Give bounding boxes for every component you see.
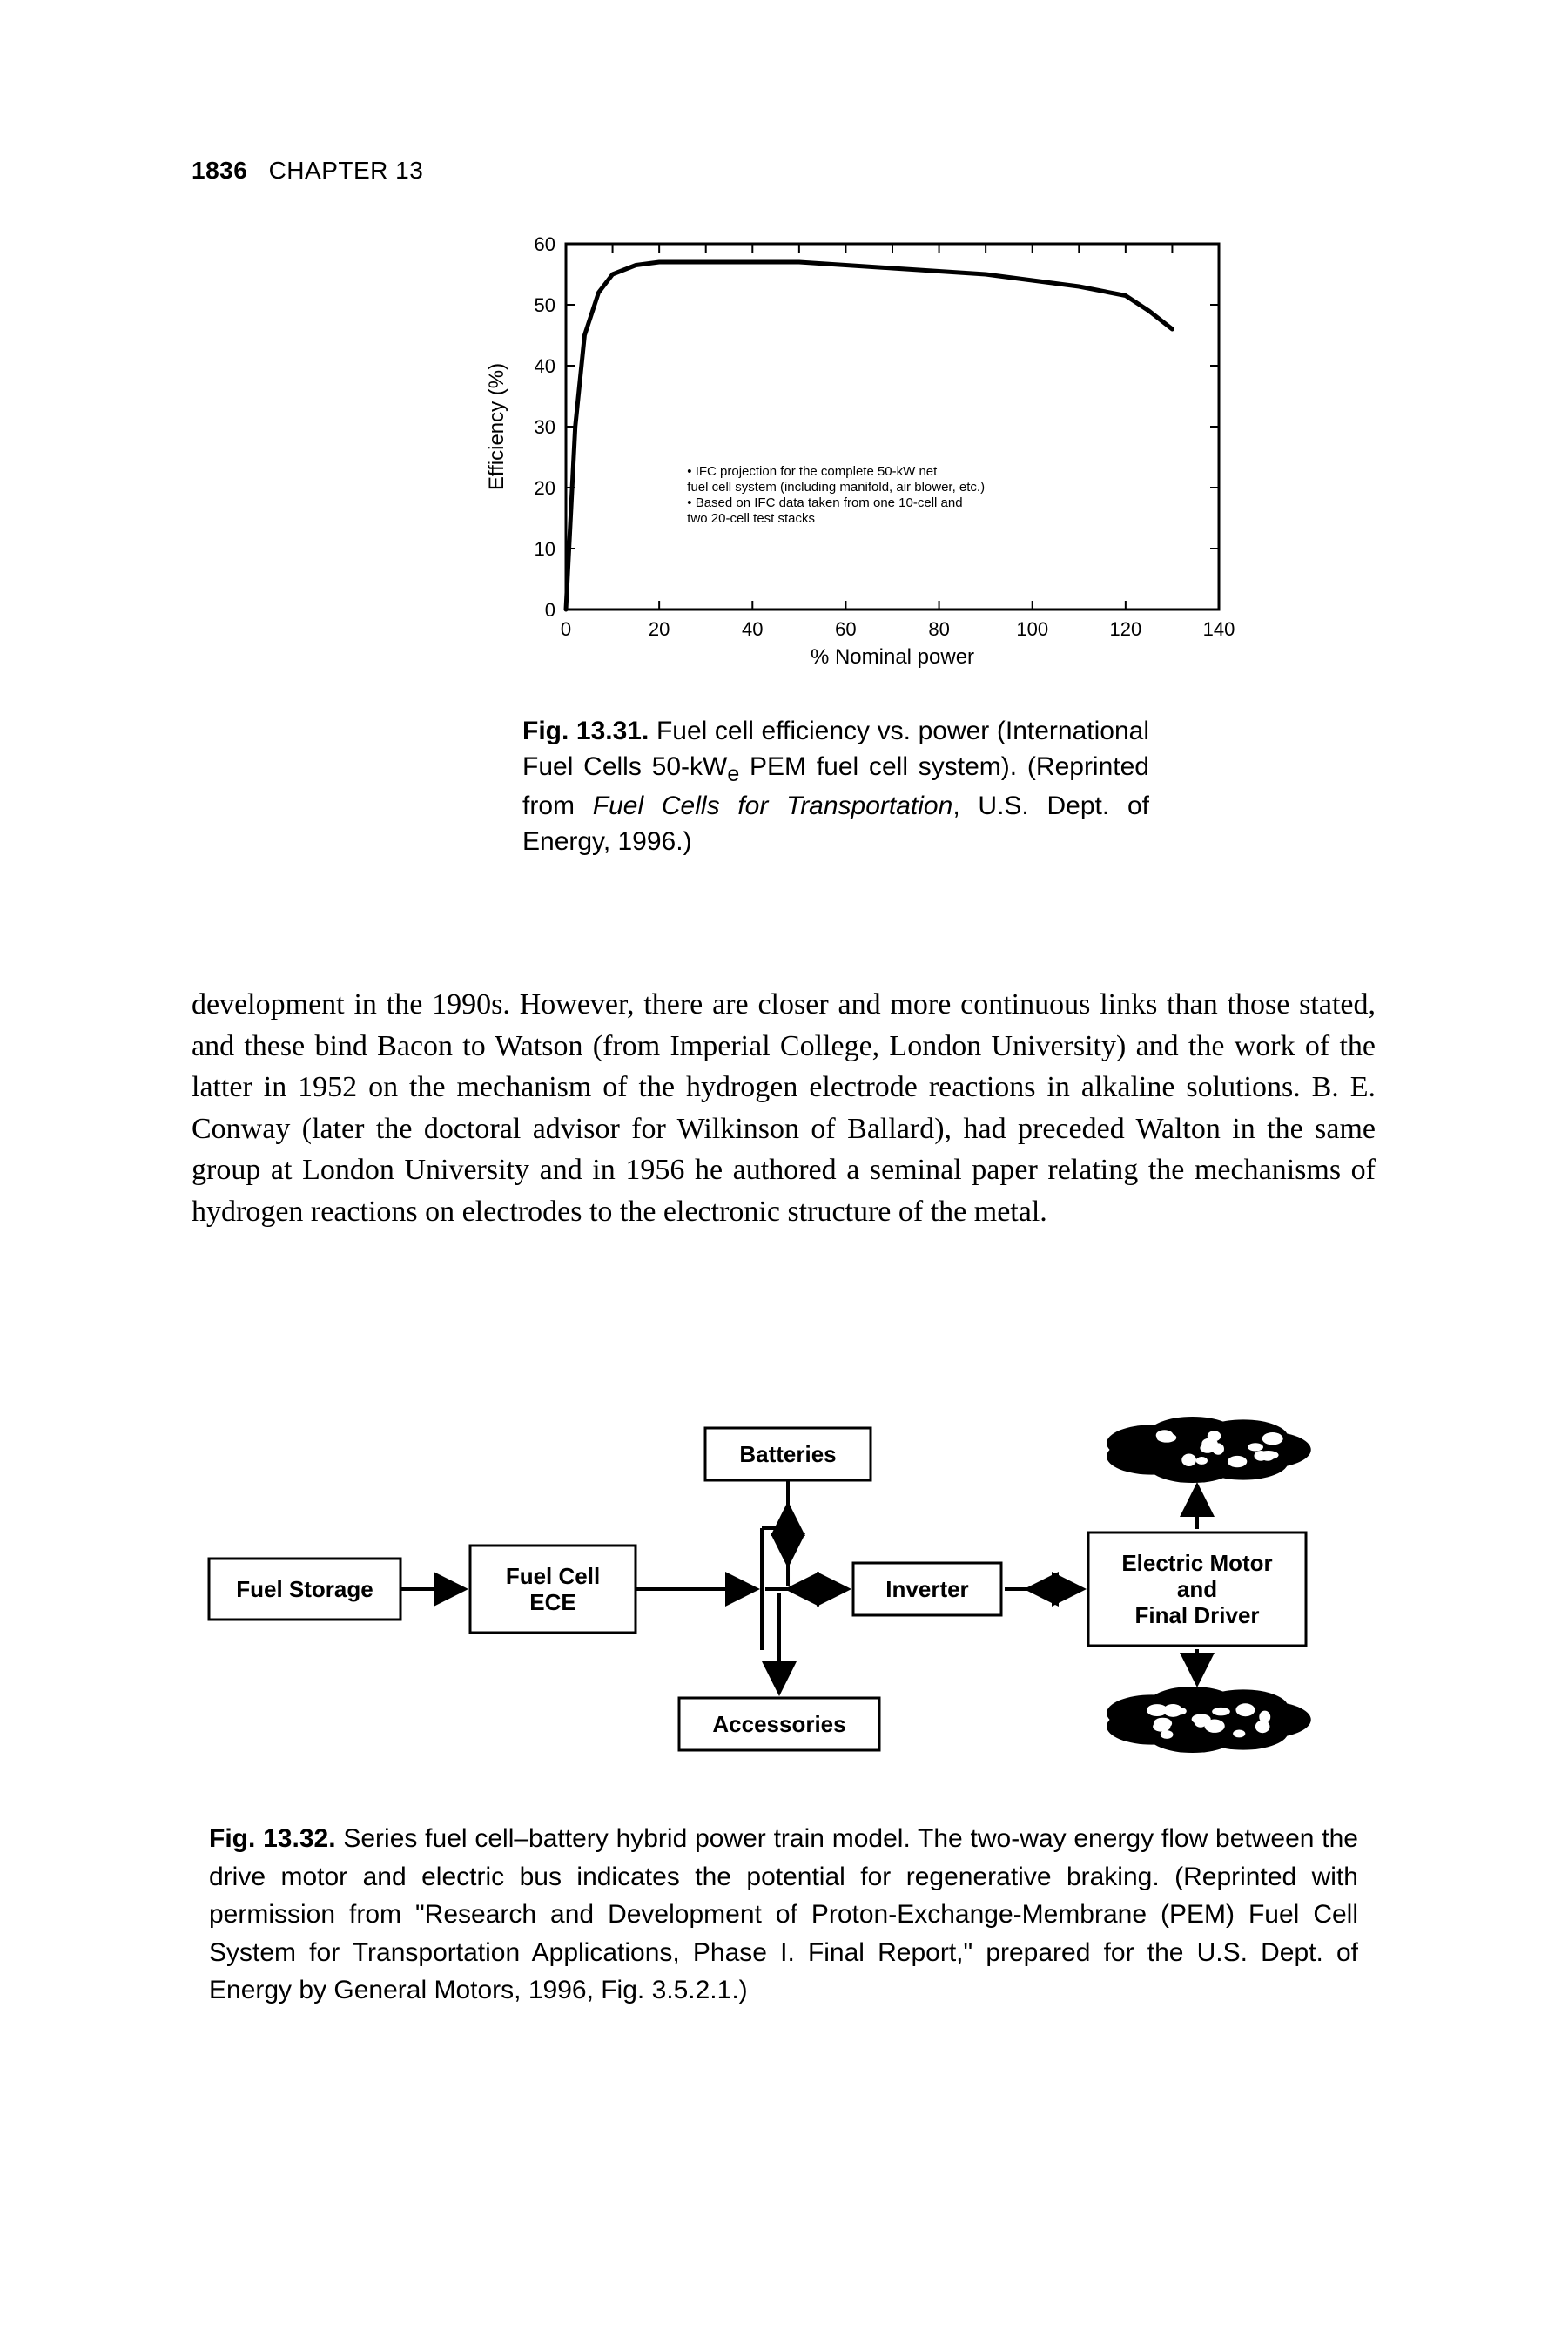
svg-text:10: 10 [535,538,555,560]
svg-text:Fuel Storage: Fuel Storage [236,1576,373,1602]
svg-text:fuel cell system (including ma: fuel cell system (including manifold, ai… [687,480,985,495]
svg-text:140: 140 [1203,618,1235,640]
svg-text:ECE: ECE [529,1589,575,1615]
paragraph-text: development in the 1990s. However, there… [192,988,1376,1228]
svg-text:Inverter: Inverter [885,1576,968,1602]
svg-text:0: 0 [561,618,571,640]
svg-text:Electric Motor: Electric Motor [1121,1550,1272,1576]
figure-13-32: Fuel Storage Fuel CellECE Batteries Inverte… [192,1402,1376,2010]
page-number: 1836 [192,157,247,184]
power-train-flowchart: Fuel Storage Fuel CellECE Batteries Inverte… [192,1402,1376,1785]
svg-text:Accessories: Accessories [712,1711,845,1737]
svg-text:0: 0 [545,599,555,621]
svg-text:40: 40 [742,618,763,640]
svg-text:and: and [1177,1576,1217,1602]
figure-13-31-caption: Fig. 13.31. Fuel cell efficiency vs. pow… [522,714,1149,859]
svg-text:Batteries: Batteries [739,1441,836,1467]
chapter-label: CHAPTER 13 [269,157,424,184]
figure-label: Fig. 13.32. [209,1824,336,1853]
svg-text:60: 60 [835,618,856,640]
svg-text:two 20-cell test stacks: two 20-cell test stacks [687,511,815,526]
svg-text:60: 60 [535,233,555,255]
caption-subscript: e [727,762,739,786]
efficiency-chart: 0 20 40 60 80 100 120 140 0 10 20 30 40 50 60 % Nominal… [470,226,1236,679]
svg-text:120: 120 [1109,618,1141,640]
page: 1836 CHAPTER 13 0 20 40 60 80 100 120 140 0 10 20 3… [0,0,1568,2351]
figure-13-32-caption: Fig. 13.32. Series fuel cell–battery hyb… [209,1820,1358,2010]
svg-text:20: 20 [649,618,670,640]
caption-italic: Fuel Cells for Transportation [593,792,953,820]
running-header: 1836 CHAPTER 13 [192,157,423,185]
svg-text:20: 20 [535,477,555,499]
figure-13-31: 0 20 40 60 80 100 120 140 0 10 20 30 40 50 60 % Nominal… [470,226,1306,859]
svg-text:• IFC projection for the compl: • IFC projection for the complete 50-kW … [687,464,938,479]
svg-text:• Based on IFC data taken from: • Based on IFC data taken from one 10-ce… [687,495,962,510]
body-paragraph: development in the 1990s. However, there… [192,984,1376,1233]
svg-text:Fuel Cell: Fuel Cell [506,1563,600,1589]
svg-text:30: 30 [535,416,555,438]
caption-text: Series fuel cell–battery hybrid power tr… [209,1824,1358,2004]
svg-text:% Nominal power: % Nominal power [811,645,974,669]
figure-label: Fig. 13.31. [522,717,649,745]
svg-text:50: 50 [535,294,555,316]
svg-text:80: 80 [928,618,949,640]
svg-text:Efficiency (%): Efficiency (%) [485,363,508,490]
svg-text:Final Driver: Final Driver [1134,1602,1259,1628]
svg-text:40: 40 [535,355,555,377]
svg-text:100: 100 [1016,618,1048,640]
